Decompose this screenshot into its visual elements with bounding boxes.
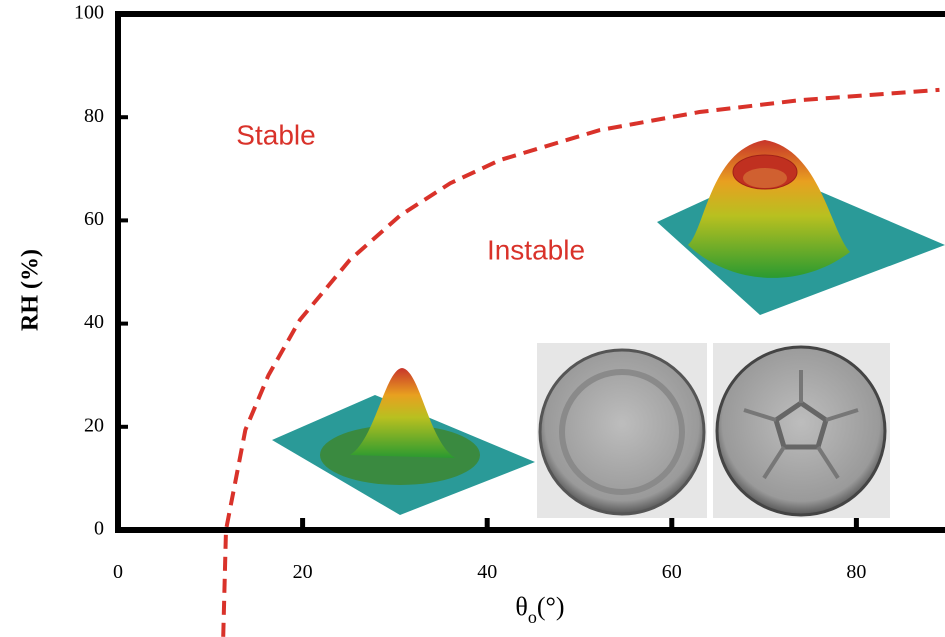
x-tick-label: 20 [293,561,313,583]
inset-photos [537,343,890,518]
annotation: Stable [236,119,315,150]
x-label-subscript: o [528,607,537,627]
inset-surface-crater [657,140,945,315]
x-tick-label: 60 [662,561,682,583]
x-tick-label: 0 [113,561,123,583]
y-tick-label: 60 [84,208,104,230]
y-tick-label: 20 [84,414,104,436]
y-tick-label: 80 [84,105,104,127]
x-tick-label: 40 [477,561,497,583]
annotation: Instable [487,234,585,265]
x-axis-label: θo(°) [515,592,564,627]
x-tick-label: 80 [846,561,866,583]
y-tick-label: 100 [74,2,104,24]
y-tick-label: 40 [84,311,104,333]
x-label-symbol: θ [515,592,527,621]
data-line [221,87,940,637]
y-axis-label: RH (%) [18,249,44,331]
y-tick-label: 0 [94,518,104,540]
inset-surface-peak [272,368,535,515]
x-label-unit: (°) [537,592,565,621]
